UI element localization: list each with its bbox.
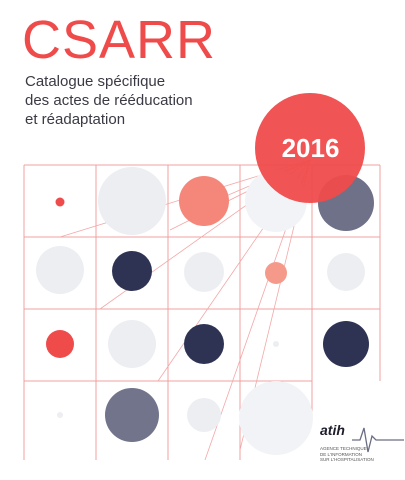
tagline-line-3: SUR L'HOSPITALISATION [320, 457, 374, 462]
circle [323, 321, 369, 367]
tagline-line-1: AGENCE TECHNIQUE [320, 446, 367, 451]
tagline-line-2: DE L'INFORMATION [320, 451, 363, 457]
circle [36, 246, 84, 294]
subtitle-line-2: des actes de rééducation [25, 92, 193, 109]
dot [273, 341, 279, 347]
circle [105, 388, 159, 442]
circle [112, 251, 152, 291]
year-circle [255, 93, 365, 203]
subtitle-line-1: Catalogue spécifique [25, 73, 166, 90]
circle [184, 252, 224, 292]
cover-subtitle: Catalogue spécifique des actes de rééduc… [25, 72, 285, 129]
circle [187, 398, 221, 432]
circle [184, 324, 224, 364]
circle [46, 330, 74, 358]
dot [57, 412, 63, 418]
year-label: 2016 [281, 133, 340, 163]
circle [98, 167, 166, 235]
circle [239, 381, 313, 455]
heartbeat-line-icon [352, 427, 404, 453]
logo-word: atih [320, 422, 345, 438]
circle [108, 320, 156, 368]
cover-title: CSARR [22, 10, 217, 70]
circle [327, 253, 365, 291]
circle [179, 176, 229, 226]
atih-logo: atih AGENCE TECHNIQUE DE L'INFORMATION S… [320, 420, 400, 476]
subtitle-line-3: et réadaptation [25, 111, 126, 128]
grid-lines [23, 164, 381, 460]
circle [265, 262, 287, 284]
logo-tagline: AGENCE TECHNIQUE DE L'INFORMATION SUR L'… [320, 446, 382, 463]
dot [55, 197, 65, 207]
